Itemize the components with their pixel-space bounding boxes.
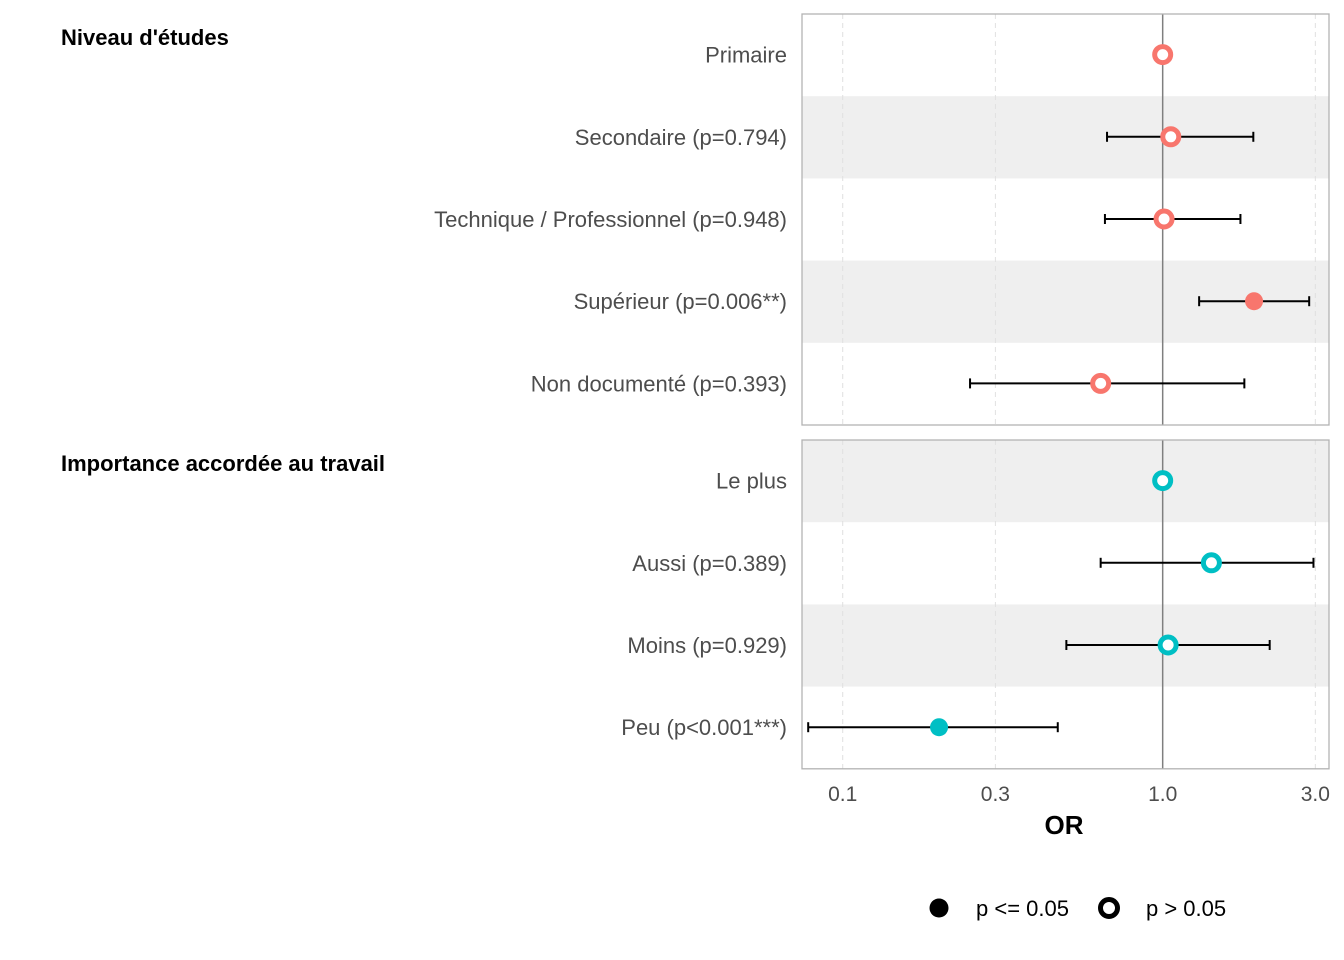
row-label: Peu (p<0.001***) bbox=[621, 715, 787, 740]
row-label: Secondaire (p=0.794) bbox=[575, 125, 787, 150]
panel-1 bbox=[801, 13, 1330, 426]
point-not-significant bbox=[1152, 44, 1174, 66]
legend-item: p > 0.05 bbox=[1098, 896, 1226, 921]
x-tick-label: 1.0 bbox=[1148, 783, 1177, 806]
panel-border bbox=[801, 439, 1330, 770]
group-title: Niveau d'études bbox=[61, 25, 229, 50]
x-tick-label: 0.1 bbox=[828, 783, 857, 806]
point-not-significant bbox=[1152, 470, 1174, 492]
point-not-significant bbox=[1160, 126, 1182, 148]
x-axis-title: OR bbox=[1045, 810, 1084, 840]
legend: p <= 0.05 p > 0.05 bbox=[929, 896, 1226, 921]
row-label: Non documenté (p=0.393) bbox=[531, 371, 787, 396]
row-label: Supérieur (p=0.006**) bbox=[574, 289, 787, 314]
point-not-significant bbox=[1157, 634, 1179, 656]
row-label: Moins (p=0.929) bbox=[627, 633, 787, 658]
point-significant bbox=[1245, 292, 1264, 311]
legend-label: p <= 0.05 bbox=[976, 896, 1069, 921]
point-not-significant bbox=[1200, 552, 1222, 574]
row-label: Le plus bbox=[716, 469, 787, 494]
panel-border bbox=[801, 13, 1330, 426]
point-significant bbox=[930, 718, 949, 737]
point-not-significant bbox=[1090, 372, 1112, 394]
row-label: Primaire bbox=[705, 43, 787, 68]
row-shade bbox=[802, 440, 1329, 523]
panels-layer bbox=[801, 13, 1330, 770]
x-tick-label: 0.3 bbox=[981, 783, 1010, 806]
legend-label: p > 0.05 bbox=[1146, 896, 1226, 921]
x-tick-label: 3.0 bbox=[1301, 783, 1330, 806]
point-not-significant bbox=[1153, 208, 1175, 230]
panel-2 bbox=[801, 439, 1330, 770]
legend-key-open bbox=[1098, 897, 1120, 919]
group-title: Importance accordée au travail bbox=[61, 451, 385, 476]
legend-key-filled bbox=[929, 898, 949, 918]
legend-item: p <= 0.05 bbox=[929, 896, 1069, 921]
row-label: Technique / Professionnel (p=0.948) bbox=[434, 207, 787, 232]
labels-layer: Primaire Secondaire (p=0.794) Technique / … bbox=[61, 25, 787, 740]
x-axis: 0.1 0.3 1.0 3.0 bbox=[828, 783, 1330, 806]
row-label: Aussi (p=0.389) bbox=[632, 551, 787, 576]
